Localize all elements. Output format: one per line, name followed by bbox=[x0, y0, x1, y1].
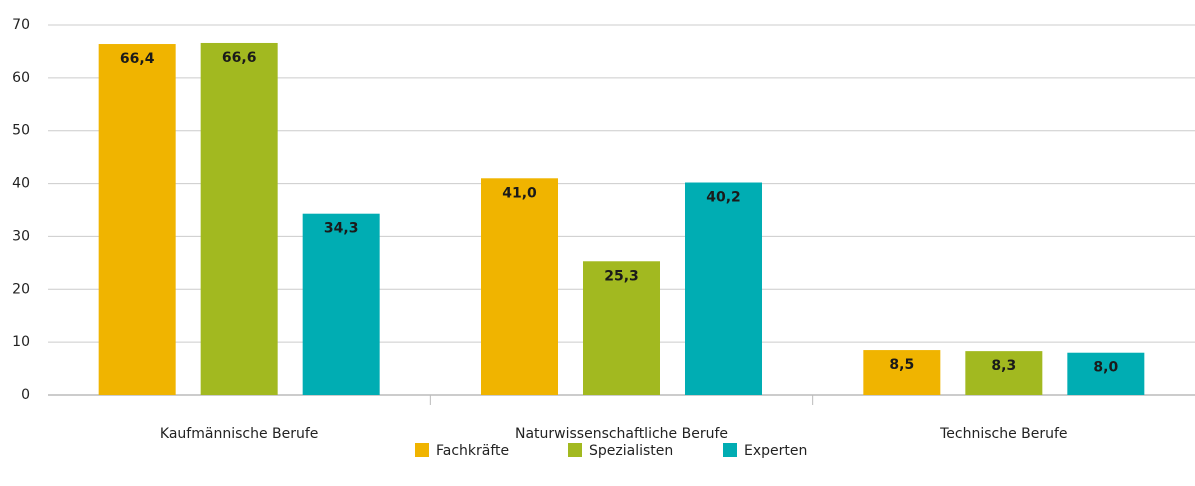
value-label: 8,5 bbox=[889, 357, 914, 373]
x-tick-label: Kaufmännische Berufe bbox=[160, 426, 318, 442]
value-label: 25,3 bbox=[604, 268, 639, 284]
value-label: 66,6 bbox=[222, 50, 257, 66]
legend-label: Fachkräfte bbox=[436, 443, 509, 459]
y-tick-label: 70 bbox=[12, 17, 30, 33]
bar bbox=[685, 182, 762, 395]
legend-swatch bbox=[568, 443, 582, 457]
legend-label: Experten bbox=[744, 443, 807, 459]
y-tick-label: 0 bbox=[21, 387, 30, 403]
value-label: 34,3 bbox=[324, 221, 359, 237]
bar bbox=[863, 350, 941, 395]
legend-swatch bbox=[723, 443, 737, 457]
bar bbox=[965, 351, 1043, 395]
x-tick-label: Naturwissenschaftliche Berufe bbox=[515, 426, 728, 442]
bar bbox=[200, 42, 278, 395]
y-tick-label: 20 bbox=[12, 281, 30, 297]
y-tick-label: 40 bbox=[12, 176, 30, 192]
y-tick-label: 60 bbox=[12, 70, 30, 86]
x-tick-label: Technische Berufe bbox=[939, 426, 1067, 442]
y-tick-label: 30 bbox=[12, 228, 30, 244]
bar bbox=[98, 44, 176, 396]
value-label: 40,2 bbox=[706, 190, 741, 206]
bar bbox=[481, 178, 558, 395]
bar bbox=[1067, 352, 1145, 395]
value-label: 41,0 bbox=[502, 185, 537, 201]
legend-swatch bbox=[415, 443, 429, 457]
legend-label: Spezialisten bbox=[589, 443, 673, 459]
y-tick-label: 50 bbox=[12, 123, 30, 139]
value-label: 66,4 bbox=[120, 51, 155, 67]
bar bbox=[583, 261, 660, 395]
y-tick-label: 10 bbox=[12, 334, 30, 350]
value-label: 8,0 bbox=[1093, 360, 1118, 376]
value-label: 8,3 bbox=[991, 358, 1016, 374]
bar bbox=[302, 213, 380, 395]
